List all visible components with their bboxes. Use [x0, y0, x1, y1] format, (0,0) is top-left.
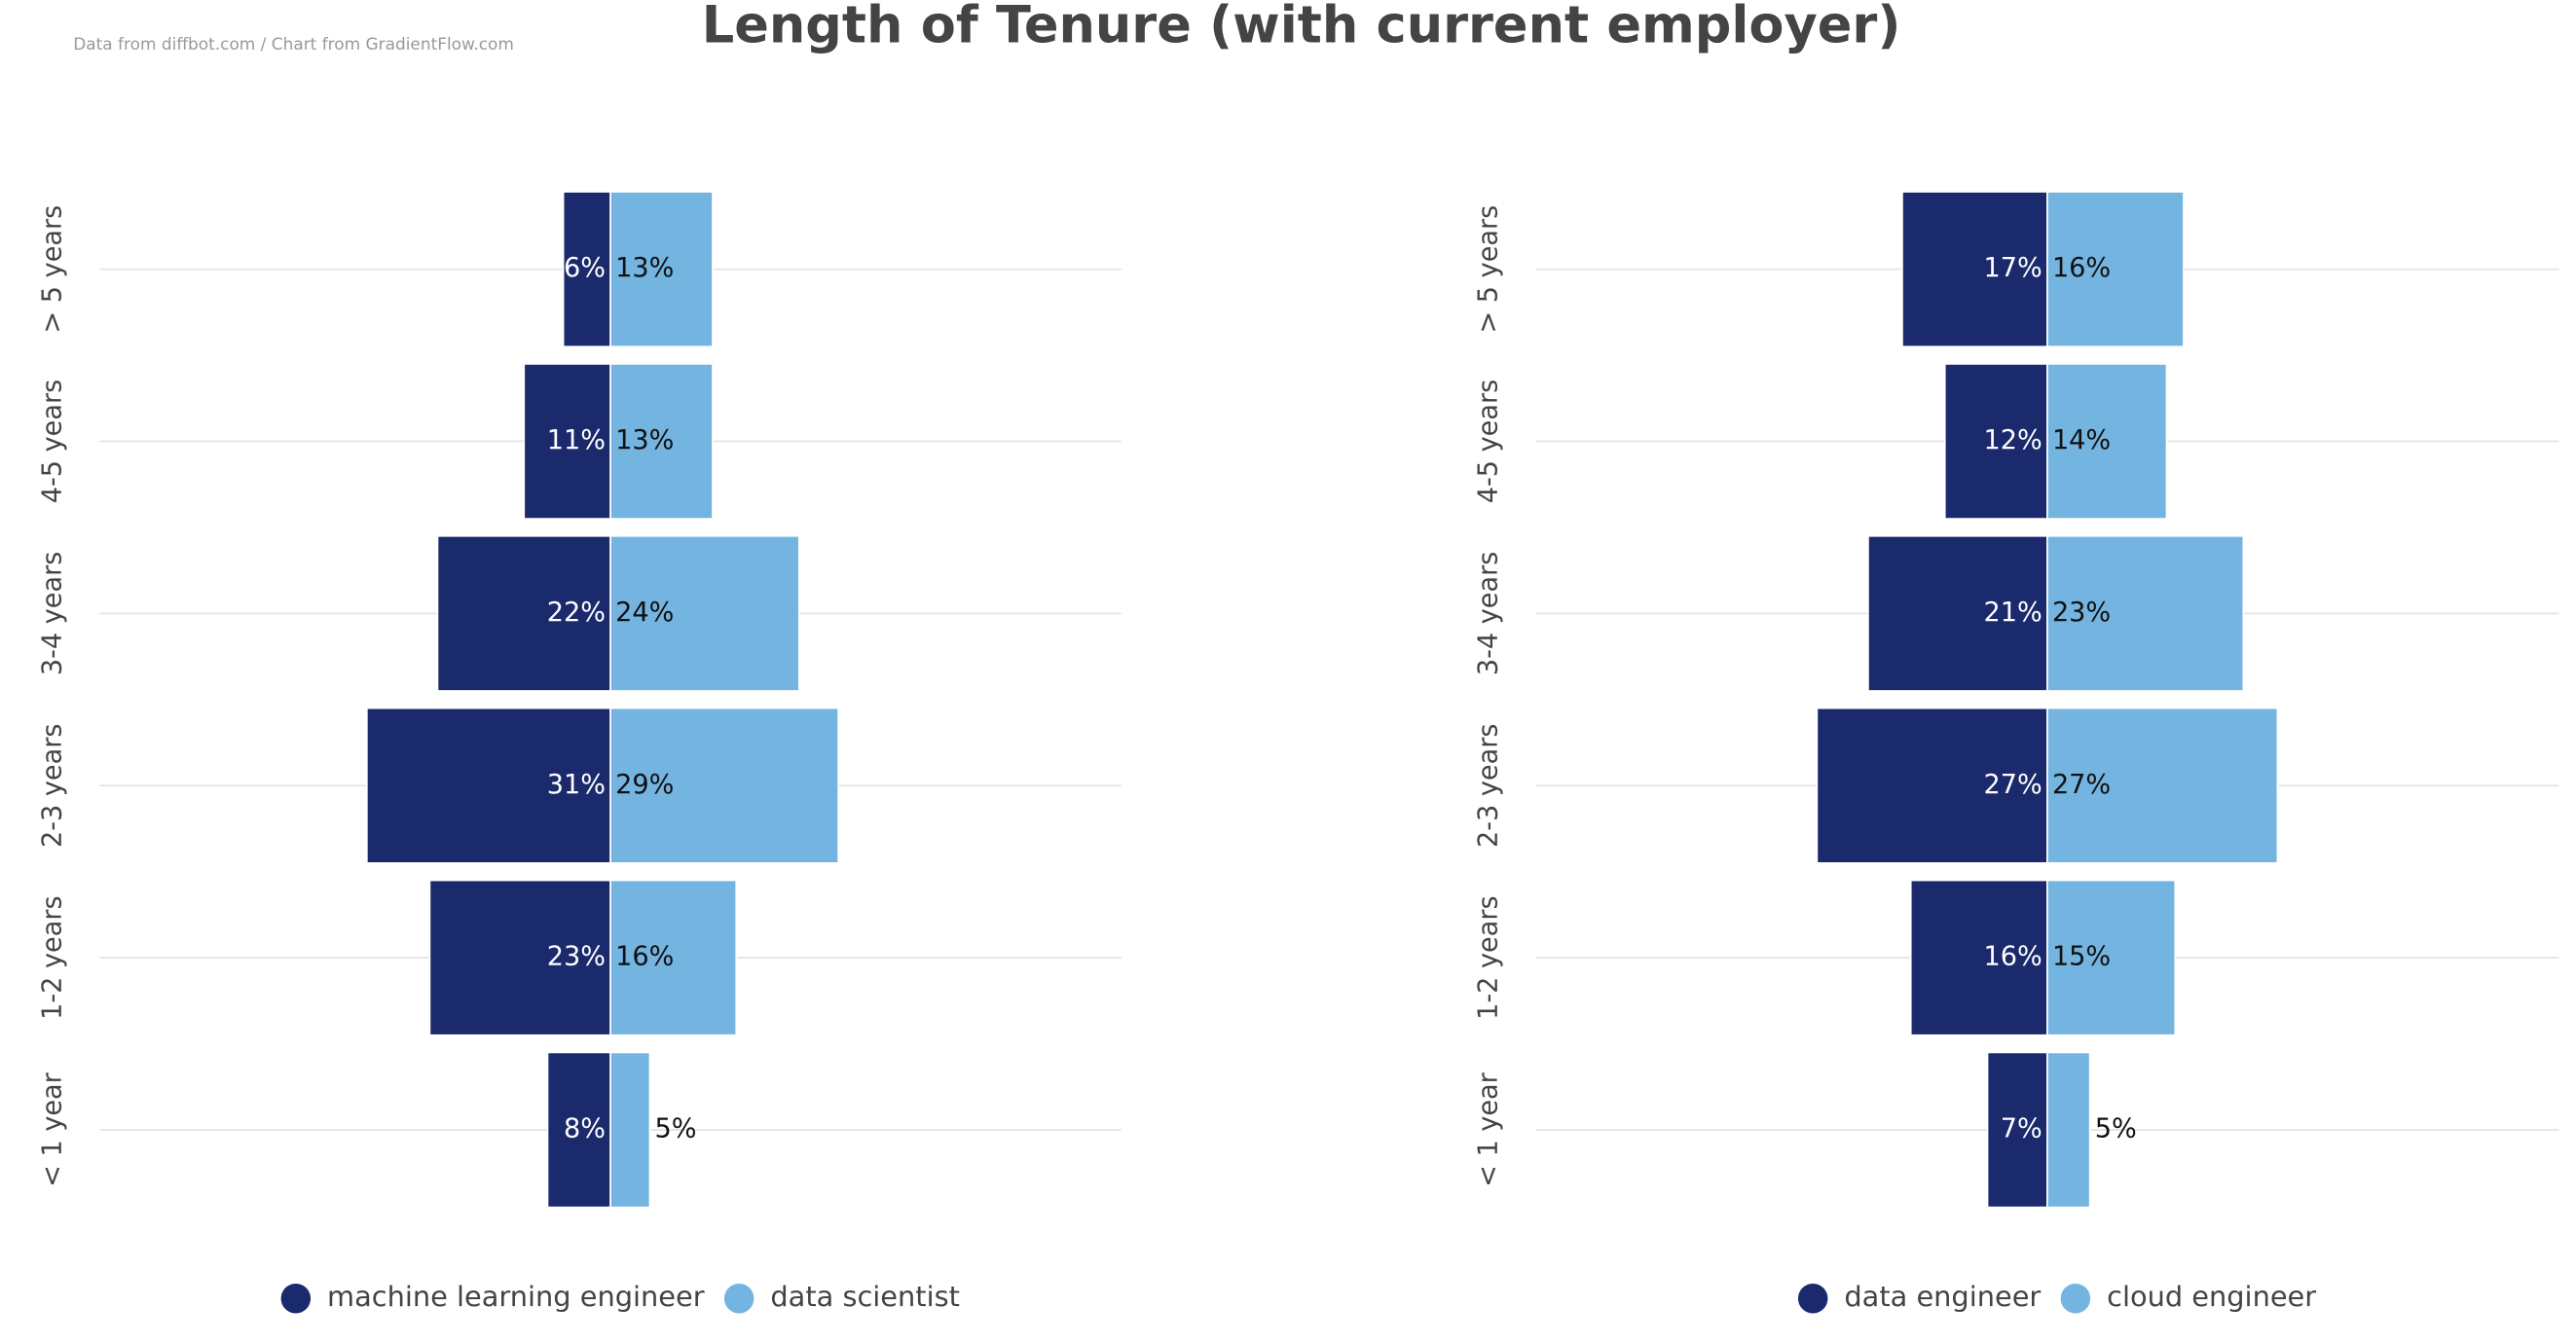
bar: [2046, 534, 2245, 692]
y-tick-label: 2-3 years: [1473, 724, 1503, 848]
legend-label: data engineer: [1844, 1280, 2041, 1313]
legend-marker: [1797, 1283, 1828, 1314]
bar: [609, 707, 840, 864]
value-label: 23%: [547, 942, 606, 972]
y-tick-label: 4-5 years: [37, 380, 67, 503]
bar: [546, 1051, 611, 1209]
value-label: 11%: [547, 425, 606, 455]
value-label: 13%: [615, 253, 674, 283]
value-label: 5%: [2095, 1114, 2137, 1144]
value-label: 15%: [2052, 942, 2111, 972]
legend-marker: [723, 1283, 754, 1314]
bar: [2046, 363, 2168, 520]
chart-title: Length of Tenure (with current employer): [702, 0, 1901, 54]
value-label: 21%: [1984, 598, 2042, 628]
bar: [609, 534, 800, 692]
bar: [1901, 191, 2048, 348]
y-tick-label: > 5 years: [37, 205, 67, 334]
value-label: 6%: [564, 253, 606, 283]
value-label: 13%: [615, 425, 674, 455]
y-tick-label: > 5 years: [1473, 205, 1503, 334]
value-label: 23%: [2052, 598, 2111, 628]
y-tick-label: 1-2 years: [37, 895, 67, 1020]
legend: machine learning engineer data scientist: [280, 1280, 960, 1314]
legend-label: cloud engineer: [2107, 1280, 2316, 1313]
value-label: 29%: [615, 770, 674, 800]
value-label: 7%: [2001, 1114, 2042, 1144]
legend-label: data scientist: [770, 1280, 960, 1313]
bar: [2046, 707, 2279, 864]
value-label: 5%: [655, 1114, 697, 1144]
bar: [609, 363, 714, 520]
bar: [1986, 1051, 2048, 1209]
bar: [365, 707, 611, 864]
value-label: 16%: [1984, 942, 2042, 972]
y-tick-label: 2-3 years: [37, 724, 67, 848]
legend-marker: [280, 1283, 312, 1314]
bar: [428, 879, 611, 1036]
bar: [1943, 363, 2048, 520]
legend: data engineer cloud engineer: [1797, 1280, 2316, 1314]
value-label: 17%: [1984, 253, 2042, 283]
value-label: 24%: [615, 598, 674, 628]
bar: [1909, 879, 2048, 1036]
value-label: 16%: [615, 942, 674, 972]
bar: [562, 191, 611, 348]
value-label: 27%: [1984, 770, 2042, 800]
value-label: 31%: [547, 770, 606, 800]
value-label: 16%: [2052, 253, 2111, 283]
bar: [436, 534, 611, 692]
y-tick-label: < 1 year: [1473, 1071, 1503, 1187]
value-label: 27%: [2052, 770, 2111, 800]
legend-marker: [2060, 1283, 2091, 1314]
bar: [2046, 1051, 2091, 1209]
y-tick-label: < 1 year: [37, 1071, 67, 1187]
value-label: 14%: [2052, 425, 2111, 455]
bar: [2046, 879, 2177, 1036]
bar: [609, 1051, 651, 1209]
bar: [609, 879, 738, 1036]
bar: [609, 191, 714, 348]
bar: [1816, 707, 2048, 864]
value-label: 8%: [564, 1114, 606, 1144]
source-note: Data from diffbot.com / Chart from Gradi…: [73, 34, 514, 54]
y-tick-label: 1-2 years: [1473, 895, 1503, 1020]
y-tick-label: 3-4 years: [37, 552, 67, 676]
y-tick-label: 4-5 years: [1473, 380, 1503, 503]
value-label: 22%: [547, 598, 606, 628]
y-tick-label: 3-4 years: [1473, 552, 1503, 676]
legend-label: machine learning engineer: [327, 1280, 705, 1313]
value-label: 12%: [1984, 425, 2042, 455]
bar: [2046, 191, 2185, 348]
bar: [1867, 534, 2048, 692]
